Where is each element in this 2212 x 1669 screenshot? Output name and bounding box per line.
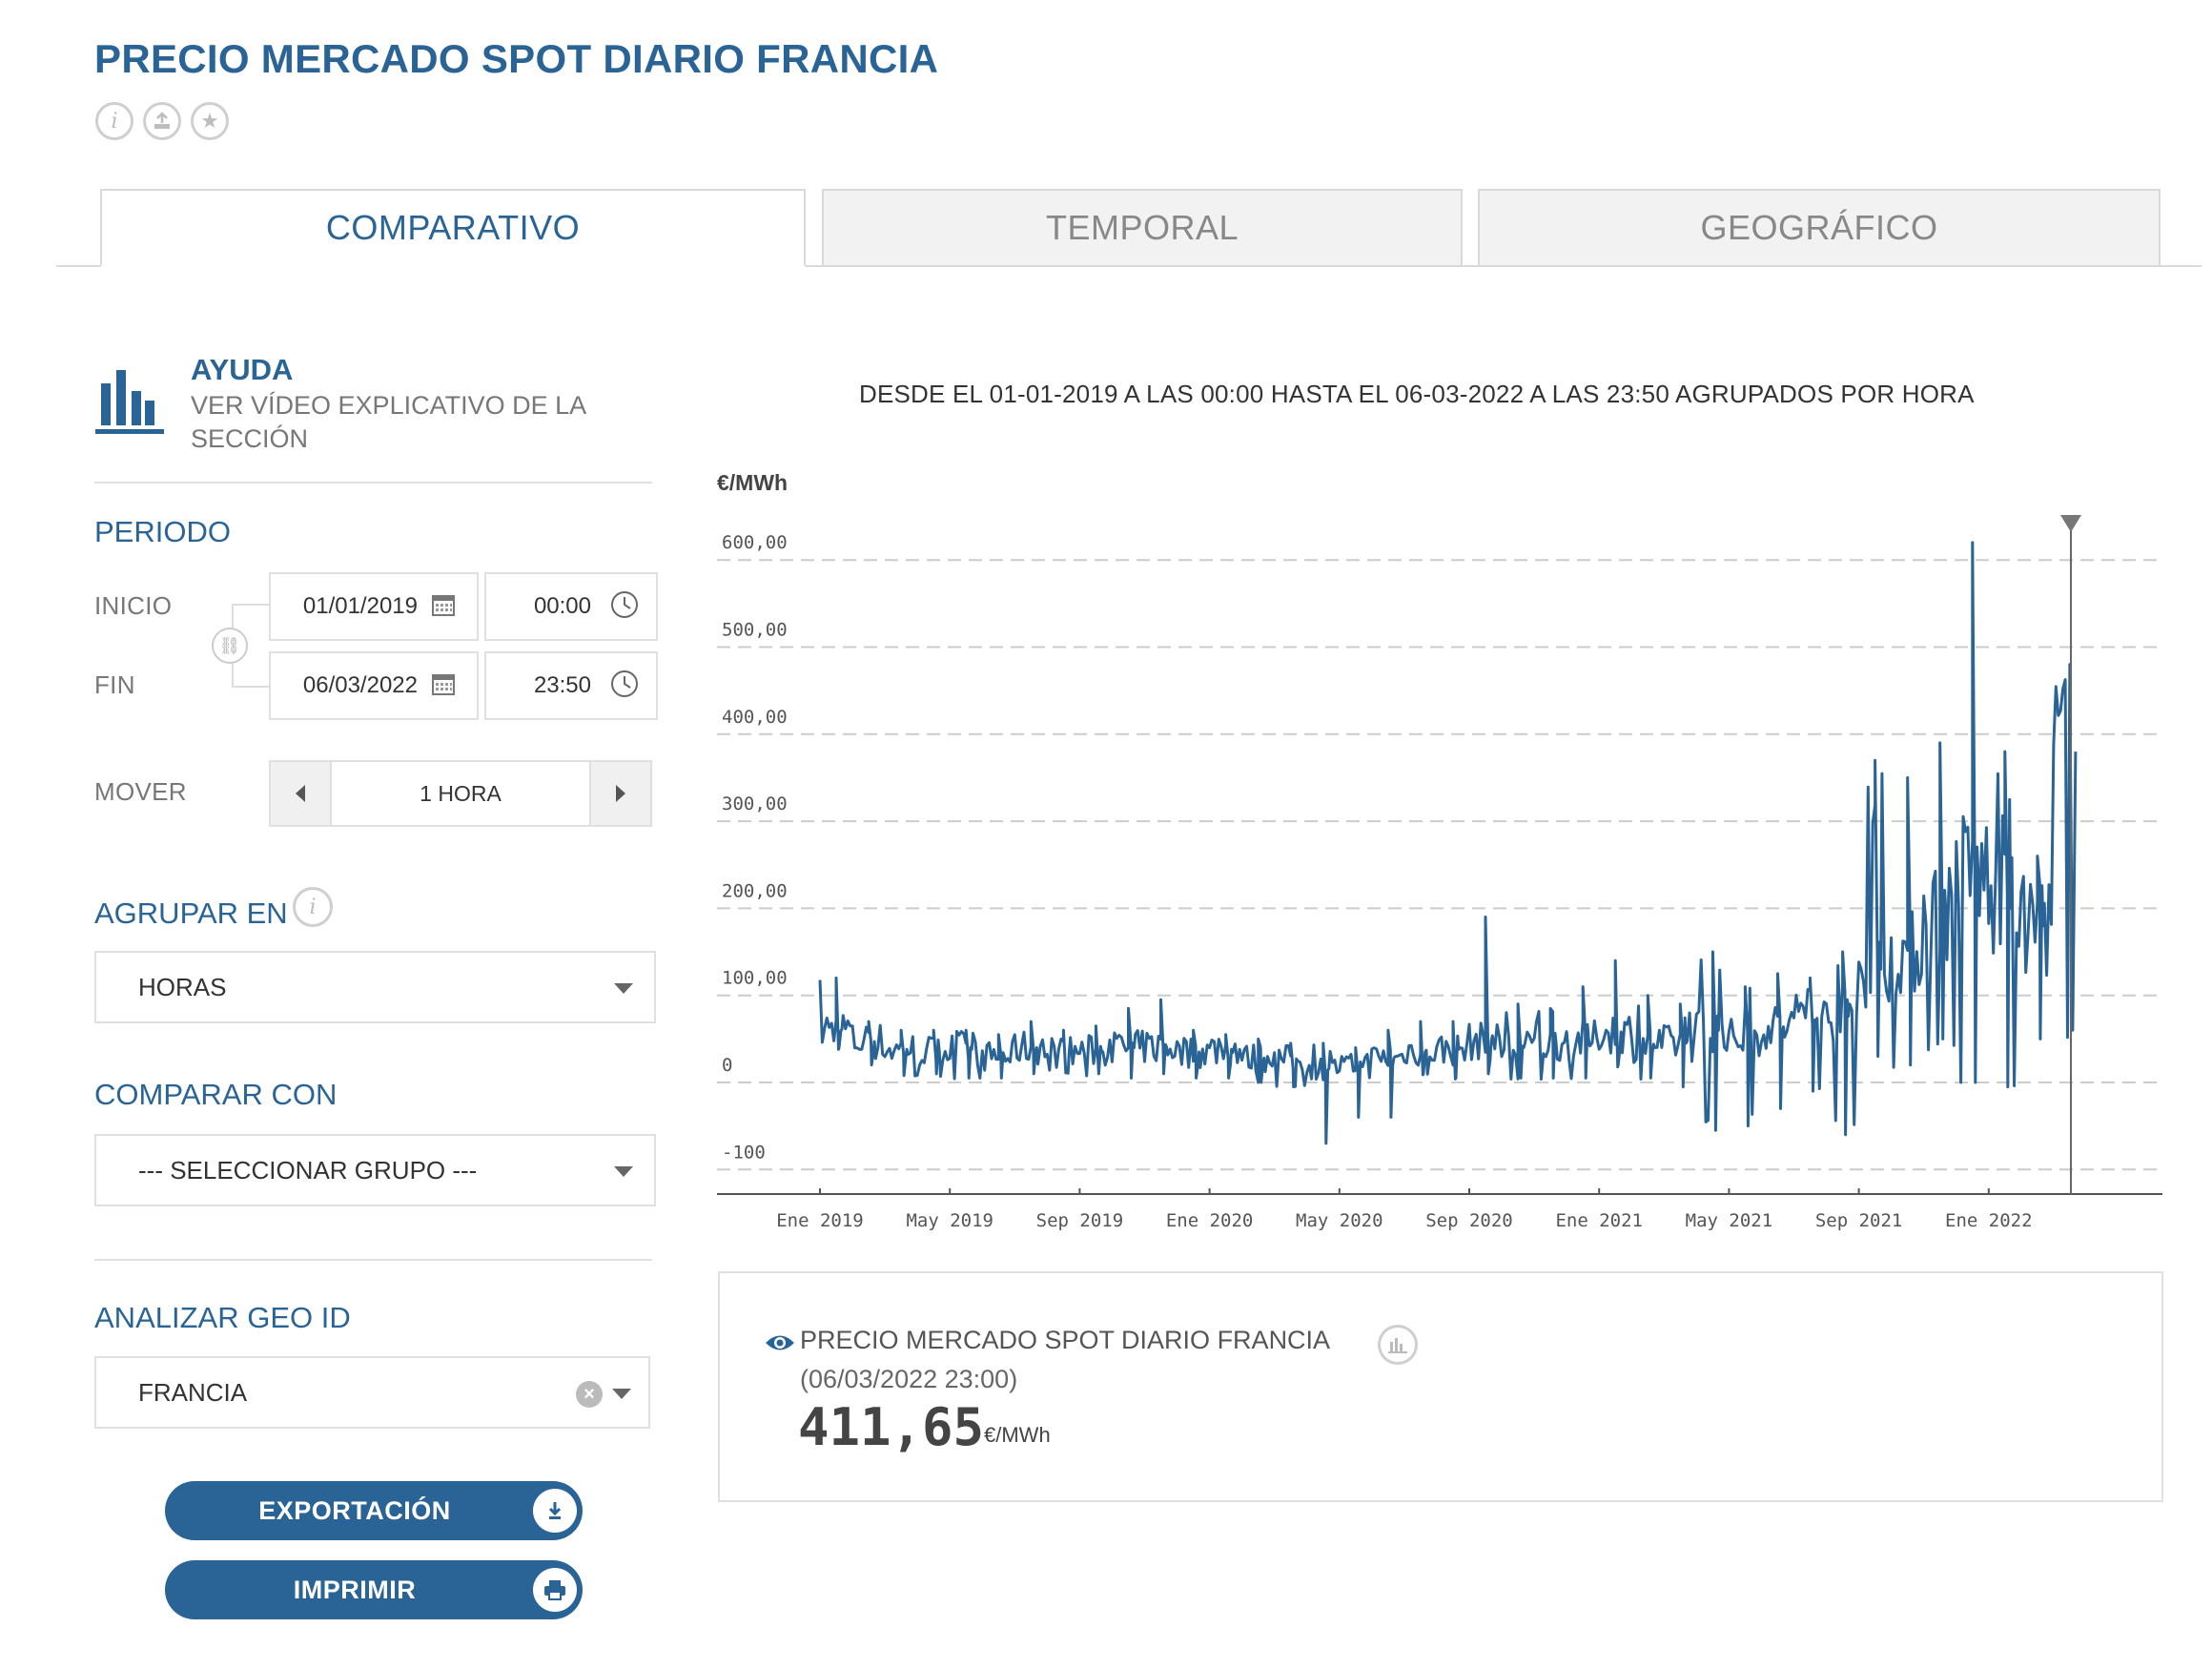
fin-label: FIN [94,670,135,699]
tab-geografico[interactable]: GEOGRÁFICO [1478,189,2161,267]
clock-icon[interactable] [610,670,639,703]
inicio-time-value: 00:00 [533,593,591,619]
fin-time-value: 23:50 [533,672,591,698]
move-next-button[interactable] [589,762,650,825]
geo-select[interactable]: FRANCIA × [94,1356,650,1429]
move-prev-button[interactable] [271,762,332,825]
comparar-title: COMPARAR CON [94,1078,338,1111]
tab-temporal[interactable]: TEMPORAL [822,189,1463,267]
fin-time-field[interactable]: 23:50 [484,651,658,720]
link-dates-icon[interactable]: ⛓ [212,628,248,664]
chevron-down-icon [614,1166,633,1177]
geo-value: FRANCIA [138,1377,248,1407]
fin-date-field[interactable]: 06/03/2022 [269,651,479,720]
chevron-down-icon[interactable] [612,1389,631,1399]
inicio-date-field[interactable]: 01/01/2019 [269,572,479,641]
info-icon[interactable]: i [293,887,333,927]
x-tick-label: Ene 2021 [1555,1210,1643,1231]
cursor-handle-icon[interactable] [2060,515,2081,532]
star-icon[interactable]: ★ [191,102,229,140]
y-tick-label: 400,00 [722,707,788,728]
x-tick-label: May 2021 [1686,1210,1773,1231]
clock-icon[interactable] [610,590,639,624]
inicio-time-field[interactable]: 00:00 [484,572,658,641]
mover-label: MOVER [94,777,187,806]
geo-title: ANALIZAR GEO ID [94,1301,351,1334]
chevron-down-icon [614,983,633,994]
tab-comparativo[interactable]: COMPARATIVO [100,189,806,267]
agrupar-title: AGRUPAR EN [94,896,288,930]
info-icon[interactable]: i [95,102,133,140]
indicator-name: PRECIO MERCADO SPOT DIARIO FRANCIA [800,1326,1331,1354]
x-tick-label: Ene 2019 [776,1210,864,1231]
divider [94,482,652,484]
x-tick-label: Sep 2021 [1815,1210,1903,1231]
price-chart[interactable]: €/MWh -100 0 100,00 200,00 300,00 400,00 500,0… [706,458,2174,1259]
divider [94,1259,652,1261]
eye-icon[interactable] [764,1332,796,1358]
mover-control: 1 HORA [269,760,652,827]
indicator-value: 411,65 [798,1397,985,1457]
print-button[interactable]: IMPRIMIR [165,1560,583,1619]
help-link[interactable]: VER VÍDEO EXPLICATIVO DE LA SECCIÓN [191,389,586,456]
calendar-icon[interactable] [431,592,456,622]
x-tick-label: May 2020 [1296,1210,1383,1231]
y-tick-label: 200,00 [722,880,788,901]
chart-bars-icon[interactable] [95,362,164,442]
x-tick-label: May 2019 [906,1210,993,1231]
fin-date-value: 06/03/2022 [302,672,418,698]
help-text-line1: VER VÍDEO EXPLICATIVO DE LA [191,391,587,420]
value-panel: PRECIO MERCADO SPOT DIARIO FRANCIA (06/0… [718,1271,2163,1502]
print-label: IMPRIMIR [293,1575,417,1604]
help-text-line2: SECCIÓN [191,424,309,453]
x-tick-label: Ene 2020 [1166,1210,1254,1231]
inicio-label: INICIO [94,591,173,620]
chart-subtitle: DESDE EL 01-01-2019 A LAS 00:00 HASTA EL… [859,380,1975,408]
export-label: EXPORTACIÓN [258,1495,451,1525]
indicator-unit: €/MWh [984,1423,1051,1447]
share-icon[interactable] [143,102,181,140]
export-button[interactable]: EXPORTACIÓN [165,1481,583,1540]
calendar-icon[interactable] [431,671,456,701]
y-tick-label: 100,00 [722,968,788,989]
clear-icon[interactable]: × [576,1381,603,1408]
chevron-right-icon [616,785,625,802]
page-title: PRECIO MERCADO SPOT DIARIO FRANCIA [94,36,939,81]
agrupar-select[interactable]: HORAS [94,951,656,1023]
comparar-value: --- SELECCIONAR GRUPO --- [138,1155,478,1185]
y-axis-label: €/MWh [717,470,788,495]
y-tick-label: 600,00 [722,532,788,553]
chart-bars-icon[interactable] [1378,1325,1418,1365]
comparar-select[interactable]: --- SELECCIONAR GRUPO --- [94,1134,656,1206]
periodo-title: PERIODO [94,515,231,548]
download-icon [533,1489,577,1533]
series-line [818,541,2078,1145]
chevron-left-icon [296,785,305,802]
inicio-date-value: 01/01/2019 [302,593,418,619]
indicator-datetime: (06/03/2022 23:00) [800,1365,1018,1393]
x-tick-label: Sep 2020 [1425,1210,1513,1231]
y-tick-label: 300,00 [722,793,788,814]
y-tick-label: 500,00 [722,620,788,641]
x-tick-label: Sep 2019 [1036,1210,1124,1231]
mover-value: 1 HORA [420,780,502,806]
x-tick-label: Ene 2022 [1945,1210,2033,1231]
agrupar-value: HORAS [138,972,227,1001]
y-tick-label: -100 [722,1142,766,1163]
printer-icon [533,1568,577,1612]
y-tick-label: 0 [722,1055,732,1076]
help-title[interactable]: AYUDA [191,353,294,386]
